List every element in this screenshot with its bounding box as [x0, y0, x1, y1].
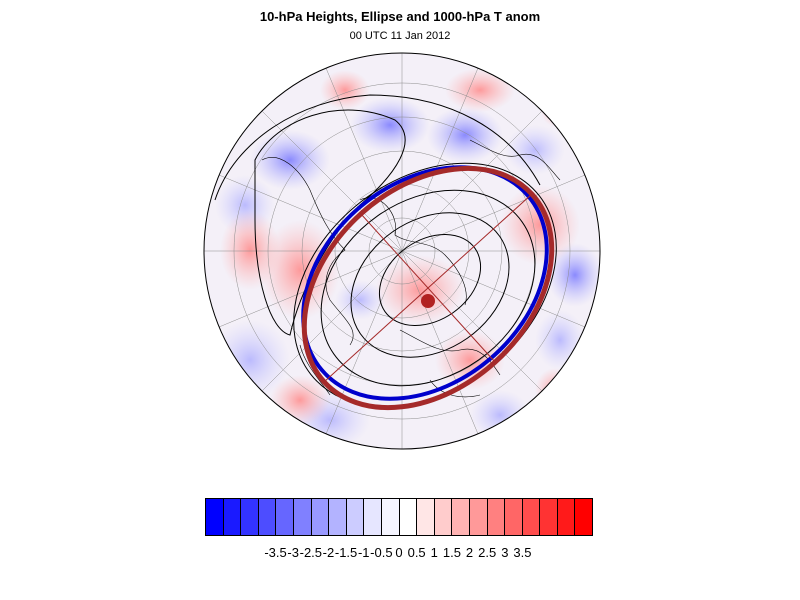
colorbar-swatch [522, 499, 541, 535]
colorbar-swatch [505, 499, 523, 535]
ellipse-minor-axis [360, 213, 496, 363]
colorbar-tick-label: 3.5 [513, 545, 532, 560]
height-contours [214, 94, 557, 408]
colorbar-swatch [434, 499, 453, 535]
colorbar-tick-label: 1 [430, 545, 438, 560]
globe-outline [203, 52, 601, 450]
colorbar-swatch [258, 499, 277, 535]
colorbar-swatch [241, 499, 259, 535]
colorbar-swatch [293, 499, 312, 535]
ellipse-center-marker [421, 294, 435, 308]
colorbar-tick-label: -3 [287, 545, 299, 560]
colorbar-tick-label: -1.5 [334, 545, 358, 560]
colorbar-tick-label: 2.5 [478, 545, 497, 560]
colorbar-tick-label: 0.5 [407, 545, 426, 560]
colorbar-swatch [469, 499, 488, 535]
colorbar-swatch [487, 499, 506, 535]
colorbar-swatch [399, 499, 418, 535]
map-title: 10-hPa Heights, Ellipse and 1000-hPa T a… [259, 9, 541, 24]
colorbar-tick-label: -1 [357, 545, 370, 560]
colorbar-swatch [557, 499, 576, 535]
colorbar-labels: -3.5 -3 -2.5 -2 -1.5 -1 -0.5 0 0.5 1 1.5 2 2.5 3 3.5 [205, 545, 593, 561]
map-subtitle: 00 UTC 11 Jan 2012 [349, 30, 451, 42]
colorbar-tick-label: -2 [322, 545, 335, 560]
colorbar-tick-label: 2 [465, 545, 474, 560]
colorbar-swatch [452, 499, 470, 535]
colorbar-tick-label: 0 [395, 545, 403, 560]
colorbar-swatch [540, 499, 558, 535]
colorbar-swatch [381, 499, 400, 535]
coastlines [261, 139, 561, 398]
colorbar-swatch [311, 499, 330, 535]
colorbar-tick-label: -0.5 [370, 545, 393, 560]
colorbar-swatch [417, 499, 435, 535]
colorbar-swatch [223, 499, 242, 535]
colorbar-swatch [575, 499, 593, 535]
colorbar-swatch [206, 499, 224, 535]
colorbar [205, 498, 593, 536]
colorbar-swatch [329, 499, 347, 535]
colorbar-tick-label: 3 [501, 545, 509, 560]
colorbar-tick-label: -2.5 [299, 545, 323, 560]
anomaly-field [204, 53, 600, 449]
colorbar-swatch [364, 499, 382, 535]
colorbar-swatch [276, 499, 294, 535]
colorbar-tick-label: 1.5 [442, 545, 461, 560]
colorbar-swatch [346, 499, 365, 535]
polar-vortex-edge-contour [301, 165, 549, 401]
colorbar-tick-label: -3.5 [264, 545, 287, 560]
